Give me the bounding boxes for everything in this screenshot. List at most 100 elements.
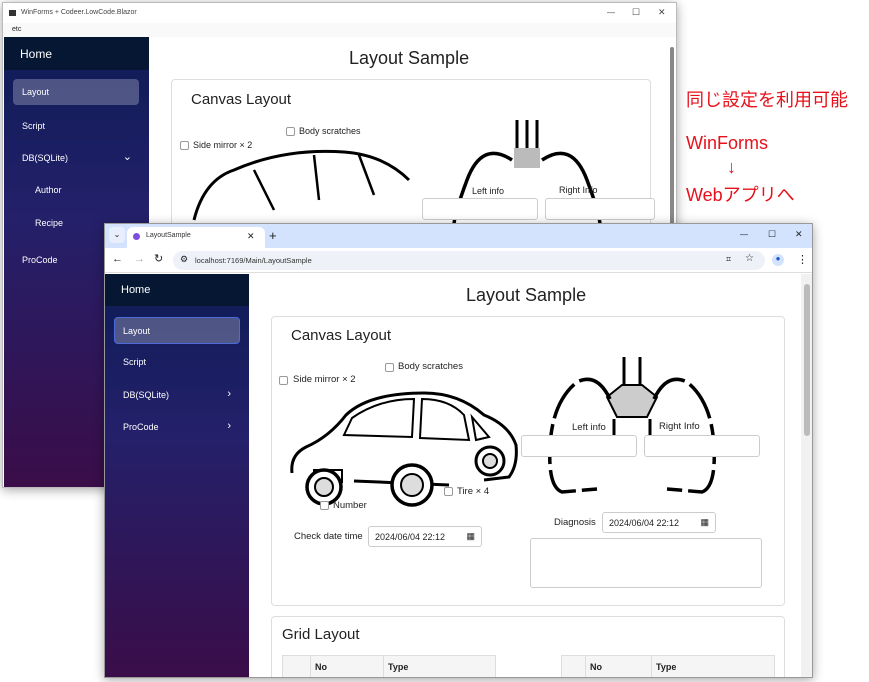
tab-layoutsample[interactable]: LayoutSample ✕ bbox=[127, 227, 265, 248]
car-image bbox=[290, 391, 518, 507]
annotation-line2: WinForms bbox=[686, 133, 768, 153]
grid-title: Grid Layout bbox=[282, 626, 360, 643]
body-scratches-checkbox[interactable] bbox=[385, 363, 394, 372]
canvas-title: Canvas Layout bbox=[291, 327, 392, 344]
sidebar-home[interactable]: Home bbox=[4, 37, 149, 70]
tab-strip: ⌄ LayoutSample ✕ + — ☐ ✕ bbox=[105, 224, 812, 248]
minimize-button[interactable]: — bbox=[607, 8, 615, 17]
window-title: WinForms + Codeer.LowCode.Blazor bbox=[21, 9, 137, 16]
right-info-label: Right Info bbox=[559, 185, 598, 195]
left-info-input[interactable] bbox=[422, 198, 538, 220]
title-bar: WinForms + Codeer.LowCode.Blazor — ☐ ✕ bbox=[3, 3, 676, 23]
grid-table-right: No Type bbox=[561, 655, 775, 677]
tab-title: LayoutSample bbox=[146, 232, 191, 239]
left-info-label: Left info bbox=[472, 186, 505, 196]
sidebar-item-label: Layout bbox=[22, 87, 50, 97]
sidebar-item-procode[interactable]: ProCode bbox=[22, 255, 58, 265]
tire-checkbox[interactable] bbox=[444, 487, 453, 496]
no-column-header[interactable]: No bbox=[310, 655, 384, 677]
side-mirror-checkbox[interactable] bbox=[180, 141, 189, 150]
page-title: Layout Sample bbox=[466, 285, 587, 305]
sidebar-home[interactable]: Home bbox=[105, 274, 249, 306]
sidebar-item-script[interactable]: Script bbox=[22, 121, 46, 131]
grid-table-left: No Type bbox=[282, 655, 496, 677]
main-content: Layout Sample Canvas Layout Body scratch… bbox=[249, 274, 801, 677]
sidebar-item-label: DB(SQLite) bbox=[22, 153, 69, 163]
maximize-button[interactable]: ☐ bbox=[632, 7, 641, 17]
app-icon bbox=[9, 10, 16, 16]
scrollbar[interactable] bbox=[801, 274, 812, 677]
sidebar-item-script[interactable]: Script bbox=[123, 357, 147, 367]
back-icon[interactable]: ← bbox=[112, 253, 123, 265]
reload-icon[interactable]: ↻ bbox=[154, 253, 164, 265]
sidebar-item-procode[interactable]: ProCode › bbox=[123, 420, 231, 432]
body-scratches-label: Body scratches bbox=[398, 361, 463, 372]
forward-icon[interactable]: → bbox=[134, 253, 145, 265]
diagnosis-label: Diagnosis bbox=[554, 517, 596, 528]
right-info-input[interactable] bbox=[545, 198, 655, 220]
toolbar: ← → ↻ ⚙ localhost:7169/Main/LayoutSample… bbox=[105, 248, 812, 273]
select-column-header bbox=[282, 655, 311, 677]
scrollbar[interactable] bbox=[670, 47, 674, 227]
new-tab-button[interactable]: + bbox=[269, 228, 277, 243]
calendar-icon[interactable]: ▦ bbox=[466, 531, 475, 541]
chevron-right-icon: › bbox=[227, 420, 231, 432]
check-date-input[interactable]: 2024/06/04 22:12 ▦ bbox=[368, 526, 482, 547]
minimize-button[interactable]: — bbox=[740, 230, 748, 239]
car-image bbox=[192, 149, 411, 221]
select-column-header bbox=[561, 655, 586, 677]
table-header-row: No Type bbox=[561, 655, 775, 677]
side-mirror-label: Side mirror × 2 bbox=[193, 140, 253, 150]
check-date-label: Check date time bbox=[294, 531, 363, 542]
translate-icon[interactable]: ⌗ bbox=[726, 254, 732, 264]
lungs-image bbox=[452, 120, 602, 230]
sidebar-item-recipe[interactable]: Recipe bbox=[35, 218, 64, 228]
right-info-input[interactable] bbox=[644, 435, 760, 457]
chevron-right-icon: › bbox=[227, 388, 231, 400]
sidebar-item-db[interactable]: DB(SQLite) › bbox=[123, 388, 231, 400]
tire-label: Tire × 4 bbox=[457, 486, 490, 497]
canvas-title: Canvas Layout bbox=[191, 91, 292, 108]
blazor-favicon-icon bbox=[133, 233, 140, 240]
close-button[interactable]: ✕ bbox=[658, 7, 666, 17]
type-column-header[interactable]: Type bbox=[383, 655, 496, 677]
tab-search-button[interactable]: ⌄ bbox=[109, 227, 125, 243]
url-text: localhost:7169/Main/LayoutSample bbox=[195, 256, 312, 265]
bookmark-star-icon[interactable]: ☆ bbox=[745, 253, 754, 264]
sidebar-item-layout[interactable]: Layout bbox=[114, 317, 240, 344]
maximize-button[interactable]: ☐ bbox=[768, 229, 777, 239]
profile-icon[interactable]: ● bbox=[772, 254, 784, 266]
home-label: Home bbox=[20, 47, 53, 61]
number-checkbox[interactable] bbox=[320, 501, 329, 510]
canvas-card: Canvas Layout Body scratches Side mirror… bbox=[271, 316, 785, 606]
lungs-image bbox=[548, 357, 716, 494]
number-label: Number bbox=[333, 500, 367, 511]
sidebar-item-db[interactable]: DB(SQLite) ⌄ bbox=[22, 151, 132, 163]
check-date-value: 2024/06/04 22:12 bbox=[375, 531, 446, 542]
left-info-label: Left info bbox=[572, 422, 606, 433]
sidebar-item-author[interactable]: Author bbox=[35, 185, 62, 195]
menu-etc[interactable]: etc bbox=[12, 26, 22, 33]
menu-kebab-icon[interactable]: ⋮ bbox=[797, 254, 808, 266]
chevron-down-icon: ⌄ bbox=[122, 151, 132, 163]
annotation-line3: Webアプリへ bbox=[686, 185, 795, 205]
diagnosis-date-input[interactable]: 2024/06/04 22:12 ▦ bbox=[602, 512, 716, 533]
side-mirror-label: Side mirror × 2 bbox=[293, 374, 356, 385]
side-mirror-checkbox[interactable] bbox=[279, 376, 288, 385]
tab-close-icon[interactable]: ✕ bbox=[247, 231, 255, 241]
calendar-icon[interactable]: ▦ bbox=[700, 517, 709, 527]
table-header-row: No Type bbox=[282, 655, 496, 677]
scrollbar-thumb[interactable] bbox=[804, 284, 810, 436]
body-scratches-checkbox[interactable] bbox=[286, 127, 295, 136]
sidebar-item-layout[interactable]: Layout bbox=[13, 79, 139, 105]
diagnosis-textarea[interactable] bbox=[530, 538, 762, 588]
type-column-header[interactable]: Type bbox=[651, 655, 775, 677]
home-label: Home bbox=[121, 284, 151, 296]
no-column-header[interactable]: No bbox=[585, 655, 652, 677]
site-settings-icon[interactable]: ⚙ bbox=[180, 254, 189, 264]
diagnosis-date-value: 2024/06/04 22:12 bbox=[609, 517, 680, 528]
close-button[interactable]: ✕ bbox=[795, 229, 803, 239]
left-info-input[interactable] bbox=[521, 435, 637, 457]
body-scratches-label: Body scratches bbox=[299, 126, 361, 136]
address-bar[interactable]: ⚙ localhost:7169/Main/LayoutSample ⌗ ☆ bbox=[173, 251, 765, 270]
